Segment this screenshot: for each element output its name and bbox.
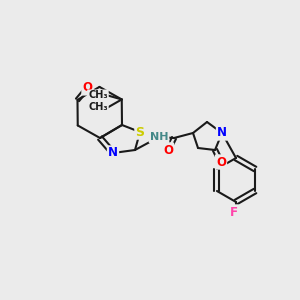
Text: O: O — [82, 81, 92, 94]
Text: O: O — [216, 155, 226, 169]
Text: N: N — [217, 127, 227, 140]
Text: CH₃: CH₃ — [88, 90, 108, 100]
Text: F: F — [230, 206, 238, 218]
Text: S: S — [136, 125, 145, 139]
Text: N: N — [108, 146, 118, 160]
Text: NH: NH — [150, 132, 168, 142]
Text: CH₃: CH₃ — [88, 102, 108, 112]
Text: O: O — [163, 143, 173, 157]
